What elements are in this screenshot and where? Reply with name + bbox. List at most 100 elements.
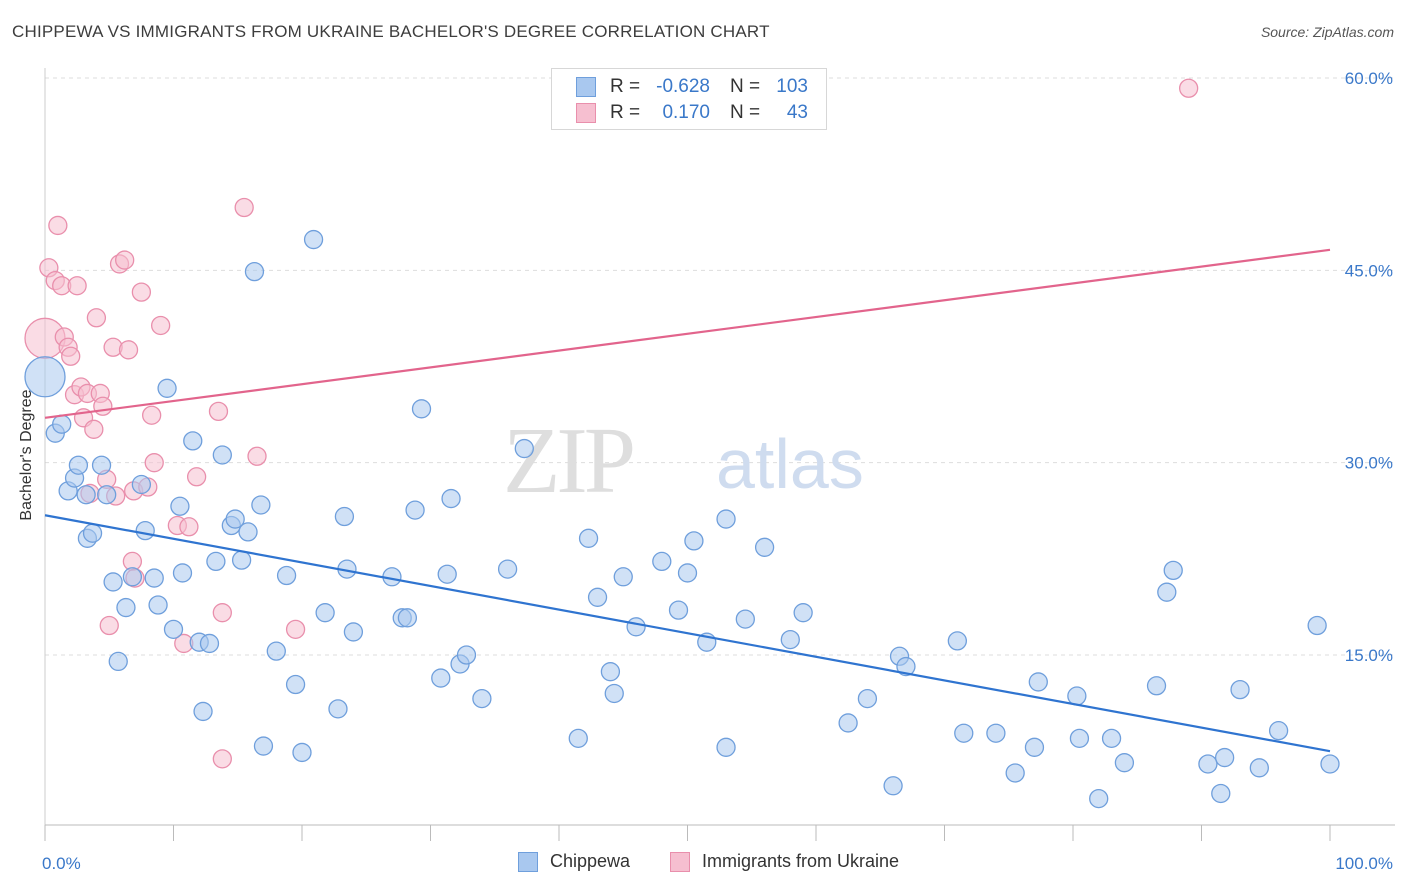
correlation-legend: R = -0.628 N = 103 R = 0.170 N = 43 <box>551 68 827 130</box>
chippewa-point <box>1320 754 1340 774</box>
chippewa-point <box>212 445 232 465</box>
ukraine-point <box>93 396 113 416</box>
ukraine-point <box>67 276 87 296</box>
grid-lines <box>45 77 1395 656</box>
legend-n-value: 43 <box>786 102 808 123</box>
ukraine-trend-line <box>44 248 1331 419</box>
series-chippewa-points <box>24 229 1340 809</box>
ukraine-point <box>48 215 68 236</box>
chippewa-point <box>97 485 117 505</box>
chippewa-point <box>1089 788 1109 809</box>
chippewa-point <box>411 399 432 419</box>
chippewa-point <box>91 455 112 475</box>
chippewa-point <box>613 567 633 587</box>
legend-item-ukraine[interactable]: Immigrants from Ukraine <box>670 851 899 872</box>
chippewa-point <box>735 609 755 629</box>
chippewa-point <box>684 531 704 551</box>
chippewa-point <box>716 737 736 757</box>
ukraine-point <box>208 401 229 422</box>
legend-label-chippewa: Chippewa <box>550 851 631 871</box>
chippewa-point <box>437 564 457 584</box>
chippewa-point <box>131 474 152 495</box>
ukraine-point <box>285 619 306 640</box>
chippewa-point <box>578 528 599 548</box>
chippewa-point <box>626 617 646 637</box>
chippewa-point <box>172 563 193 583</box>
legend-swatch-chippewa <box>576 77 596 97</box>
chippewa-point <box>225 509 245 529</box>
legend-row-ukraine: R = 0.170 N = 43 <box>576 100 808 126</box>
chippewa-point <box>135 520 155 541</box>
chippewa-point <box>285 674 306 695</box>
chippewa-point <box>857 688 878 709</box>
chippewa-point <box>276 565 297 586</box>
ukraine-point <box>234 197 254 218</box>
chippewa-point <box>652 551 672 572</box>
chippewa-point <box>244 261 265 282</box>
legend-swatch-ukraine <box>576 103 596 123</box>
legend-n-value: 103 <box>776 76 808 97</box>
ukraine-point <box>150 315 171 336</box>
chippewa-point <box>1024 737 1045 757</box>
x-tick-label: 0.0% <box>42 854 81 873</box>
ukraine-point <box>186 467 207 487</box>
chippewa-point <box>1230 679 1250 700</box>
chippewa-point <box>568 728 588 748</box>
chippewa-point <box>334 506 355 527</box>
chippewa-point <box>793 603 813 623</box>
chippewa-point <box>472 688 492 709</box>
chippewa-point <box>253 736 274 756</box>
chart-title: CHIPPEWA VS IMMIGRANTS FROM UKRAINE BACH… <box>12 22 770 41</box>
chippewa-point <box>397 608 418 628</box>
chippewa-point <box>838 713 858 733</box>
chippewa-point <box>587 587 608 607</box>
ukraine-point <box>212 749 232 769</box>
chippewa-point <box>108 651 128 672</box>
chippewa-trend-line <box>44 514 1331 753</box>
chippewa-point <box>1101 728 1122 748</box>
legend-item-chippewa[interactable]: Chippewa <box>518 851 630 872</box>
ukraine-point <box>115 250 135 270</box>
legend-n-label: N = <box>730 102 761 123</box>
legend-n-label: N = <box>730 76 761 97</box>
legend-row-chippewa: R = -0.628 N = 103 <box>576 74 808 100</box>
series-legend: Chippewa Immigrants from Ukraine <box>0 851 1406 877</box>
chippewa-point <box>238 522 258 542</box>
chippewa-point <box>441 488 461 509</box>
legend-swatch-ukraine <box>670 851 690 872</box>
chippewa-point <box>170 496 190 516</box>
chippewa-point <box>52 414 72 434</box>
chippewa-point <box>328 699 348 719</box>
chippewa-point <box>303 229 324 250</box>
zipatlas-watermark: ZIP atlas <box>503 409 864 513</box>
y-tick-label: 60.0% <box>1345 69 1393 88</box>
chippewa-point <box>405 500 425 520</box>
chippewa-point <box>193 701 213 722</box>
chippewa-point <box>163 619 184 640</box>
chippewa-point <box>199 633 220 654</box>
ukraine-point <box>179 517 199 537</box>
legend-r-label: R = <box>610 102 641 123</box>
legend-label-ukraine: Immigrants from Ukraine <box>702 851 900 871</box>
chippewa-point <box>183 431 203 451</box>
chippewa-point <box>1307 615 1327 636</box>
chippewa-point <box>1211 783 1231 804</box>
chippewa-point <box>122 567 143 587</box>
tick-labels: 15.0% 30.0% 45.0% 60.0% 0.0% 100.0% <box>42 69 1393 873</box>
chippewa-point <box>315 603 335 623</box>
ukraine-point <box>61 346 81 366</box>
chippewa-point <box>1214 747 1235 768</box>
chippewa-point <box>514 438 534 459</box>
chippewa-point <box>497 559 518 579</box>
chippewa-point <box>986 723 1006 743</box>
ukraine-point <box>86 308 107 328</box>
legend-r-value: -0.628 <box>656 76 710 97</box>
chippewa-point <box>1005 763 1025 783</box>
chippewa-point <box>883 776 903 796</box>
chippewa-point <box>780 629 800 650</box>
series-ukraine-points <box>24 78 1199 769</box>
chippewa-point <box>456 645 477 665</box>
chippewa-point <box>1028 672 1048 692</box>
chippewa-point <box>231 550 252 570</box>
chippewa-point <box>251 495 271 515</box>
